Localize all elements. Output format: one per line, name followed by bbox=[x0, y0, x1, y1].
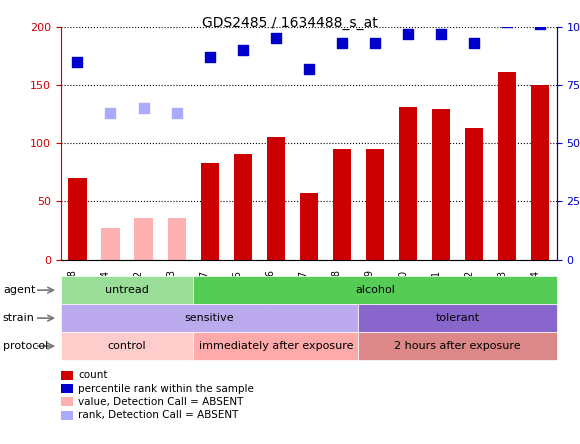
Point bbox=[304, 65, 313, 72]
Bar bbox=[498, 72, 516, 260]
Point bbox=[205, 53, 214, 60]
Point bbox=[172, 109, 181, 116]
Bar bbox=[102, 228, 119, 260]
Text: GDS2485 / 1634488_s_at: GDS2485 / 1634488_s_at bbox=[202, 16, 378, 30]
Text: tolerant: tolerant bbox=[436, 313, 480, 323]
Text: rank, Detection Call = ABSENT: rank, Detection Call = ABSENT bbox=[78, 410, 239, 420]
Bar bbox=[432, 109, 450, 260]
Bar bbox=[201, 163, 219, 260]
Point bbox=[502, 19, 512, 26]
Point bbox=[271, 35, 280, 42]
Text: strain: strain bbox=[3, 313, 35, 323]
Text: value, Detection Call = ABSENT: value, Detection Call = ABSENT bbox=[78, 397, 244, 407]
Text: control: control bbox=[108, 341, 146, 351]
Point bbox=[106, 109, 115, 116]
Text: untread: untread bbox=[105, 285, 149, 295]
Text: count: count bbox=[78, 370, 108, 380]
Point bbox=[337, 40, 346, 47]
Bar bbox=[300, 193, 318, 260]
Bar bbox=[531, 85, 549, 260]
Bar bbox=[135, 218, 153, 260]
Point bbox=[238, 47, 247, 54]
Text: agent: agent bbox=[3, 285, 35, 295]
Point bbox=[436, 30, 445, 37]
Point bbox=[139, 105, 148, 112]
Point bbox=[72, 58, 82, 65]
Point bbox=[469, 40, 478, 47]
Text: 2 hours after exposure: 2 hours after exposure bbox=[394, 341, 521, 351]
Text: protocol: protocol bbox=[3, 341, 48, 351]
Text: percentile rank within the sample: percentile rank within the sample bbox=[78, 384, 254, 393]
Bar bbox=[333, 149, 351, 260]
Bar bbox=[366, 149, 384, 260]
Bar bbox=[68, 178, 86, 260]
Bar bbox=[399, 107, 417, 260]
Text: sensitive: sensitive bbox=[185, 313, 234, 323]
Text: immediately after exposure: immediately after exposure bbox=[198, 341, 353, 351]
Bar bbox=[168, 218, 186, 260]
Point bbox=[403, 30, 412, 37]
Bar bbox=[267, 137, 285, 260]
Point bbox=[370, 40, 379, 47]
Bar bbox=[234, 154, 252, 260]
Point bbox=[535, 21, 545, 28]
Bar bbox=[465, 128, 483, 260]
Text: alcohol: alcohol bbox=[355, 285, 395, 295]
